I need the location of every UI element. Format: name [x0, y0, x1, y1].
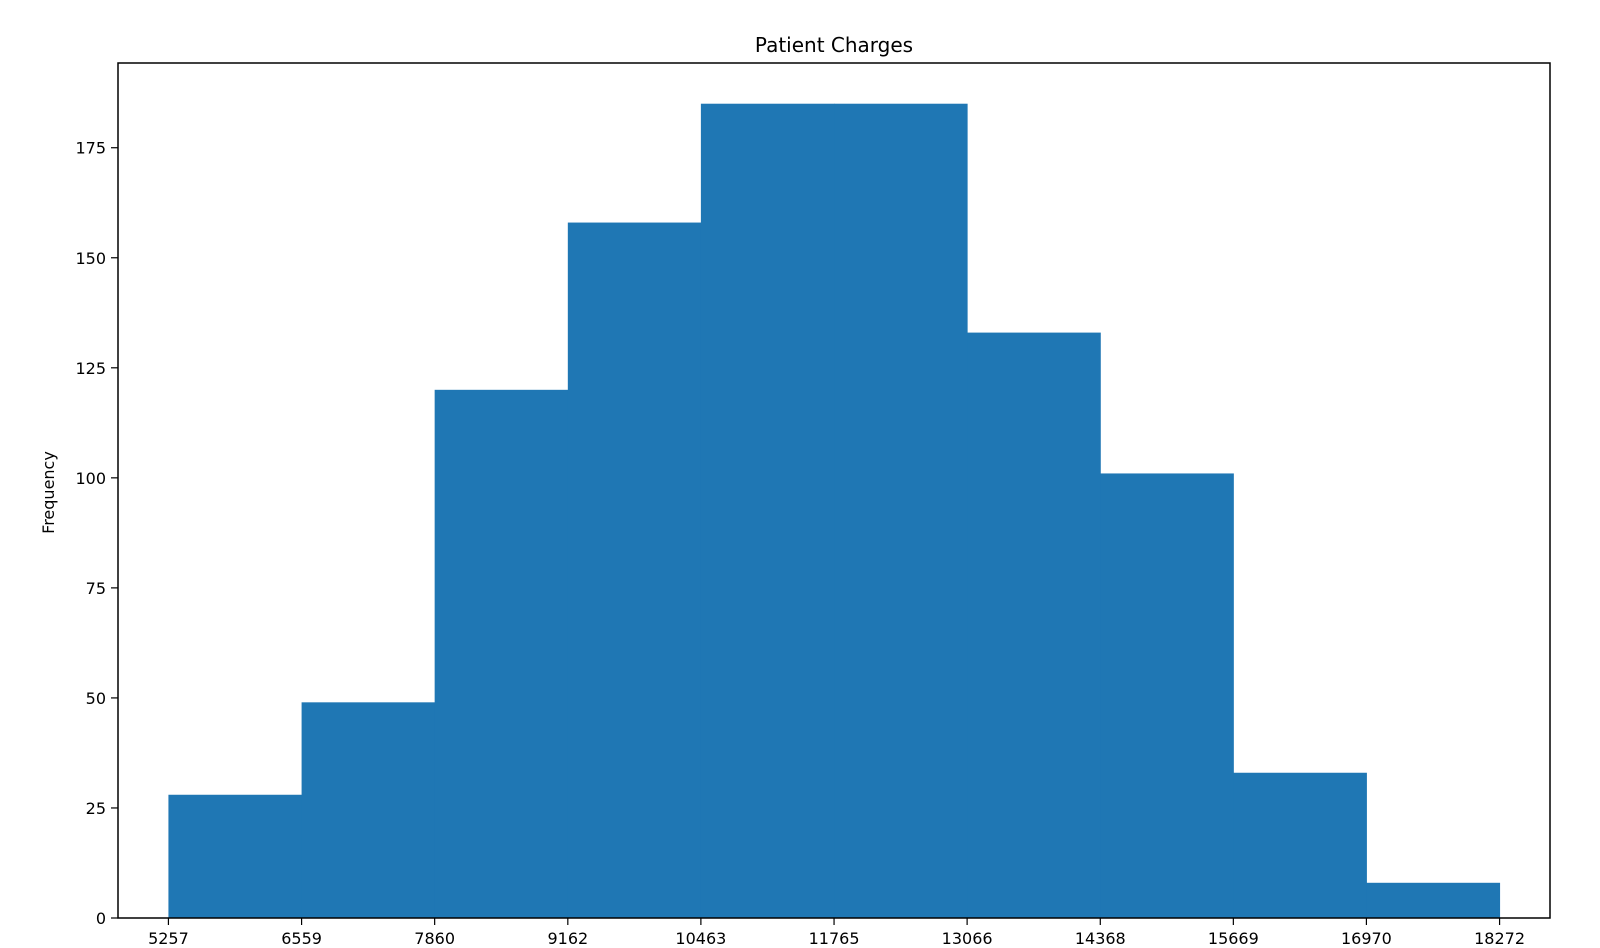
- y-tick-label: 25: [86, 799, 106, 818]
- y-tick-label: 75: [86, 579, 106, 598]
- y-tick-label: 100: [75, 469, 106, 488]
- x-axis: 5257 6559 7860 9162 10463 11765 13066 14368 1566…: [148, 918, 1525, 948]
- y-tick-label: 50: [86, 689, 106, 708]
- bars-group: [168, 103, 1501, 919]
- y-axis: 0 25 50 75 100 125 150 175: [75, 139, 118, 928]
- y-axis-title: Frequency: [39, 451, 58, 534]
- x-tick-label: 15669: [1208, 929, 1259, 948]
- y-tick-label: 175: [75, 139, 106, 158]
- x-tick-label: 9162: [547, 929, 588, 948]
- histogram-bar: [168, 794, 303, 918]
- x-tick-label: 14368: [1075, 929, 1126, 948]
- y-tick-label: 125: [75, 359, 106, 378]
- x-tick-label: 6559: [281, 929, 322, 948]
- histogram-bar: [834, 103, 968, 918]
- histogram-bar: [301, 702, 436, 918]
- histogram-bar: [567, 222, 702, 919]
- x-tick-label: 5257: [148, 929, 189, 948]
- histogram-bar: [1366, 882, 1501, 918]
- histogram-bar: [967, 332, 1101, 918]
- x-tick-label: 11765: [809, 929, 860, 948]
- chart-title: Patient Charges: [755, 33, 913, 57]
- histogram-bar: [1100, 473, 1234, 918]
- y-tick-label: 150: [75, 249, 106, 268]
- x-tick-label: 16970: [1341, 929, 1392, 948]
- histogram-bar: [700, 103, 835, 918]
- x-tick-label: 7860: [414, 929, 455, 948]
- x-tick-label: 13066: [942, 929, 993, 948]
- x-tick-label: 18272: [1474, 929, 1525, 948]
- x-tick-label: 10463: [675, 929, 726, 948]
- histogram-bar: [1233, 772, 1367, 918]
- histogram-bar: [434, 389, 569, 918]
- y-tick-label: 0: [96, 909, 106, 928]
